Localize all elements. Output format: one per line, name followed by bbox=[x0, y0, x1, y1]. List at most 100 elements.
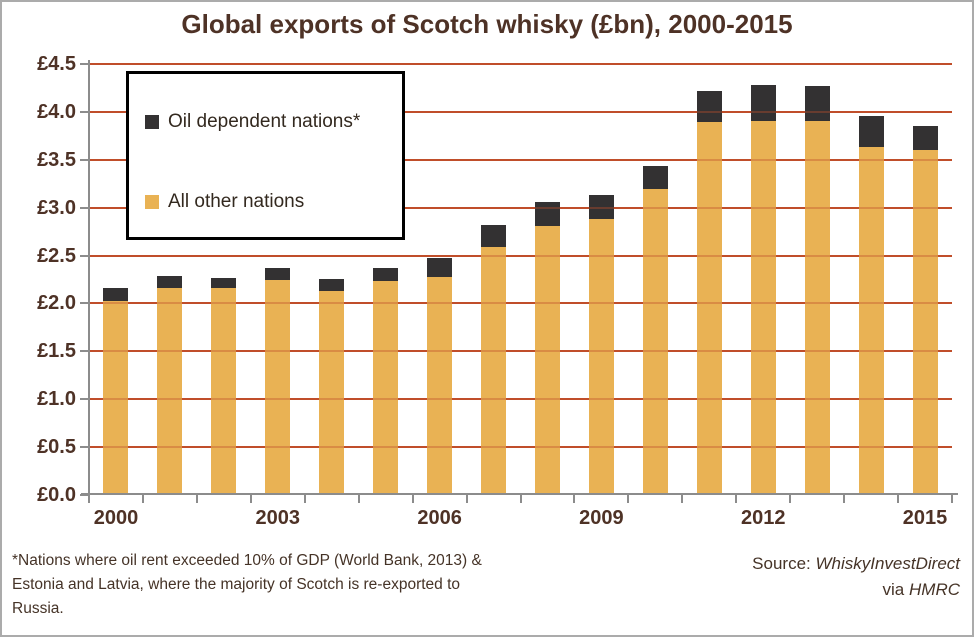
gridline bbox=[89, 206, 952, 209]
bar-2010 bbox=[642, 165, 668, 495]
bar-segment-oil bbox=[750, 85, 776, 122]
x-axis-tick bbox=[789, 495, 792, 503]
x-axis-label: 2012 bbox=[740, 507, 786, 529]
bar-2014 bbox=[858, 115, 884, 495]
y-axis-tick bbox=[80, 398, 88, 401]
legend-item-other: All other nations bbox=[145, 190, 304, 214]
bar-segment-oil bbox=[804, 86, 830, 122]
gridline bbox=[89, 110, 952, 113]
bar-2007 bbox=[481, 224, 507, 495]
legend-swatch-oil bbox=[145, 115, 159, 129]
source-via: via bbox=[882, 580, 909, 599]
y-axis-label: £0.5 bbox=[37, 436, 76, 459]
legend-swatch-other bbox=[145, 195, 159, 209]
bar-slot bbox=[844, 64, 898, 495]
x-axis-line bbox=[81, 493, 958, 495]
y-axis-tick bbox=[80, 494, 88, 496]
x-axis-tick bbox=[411, 495, 414, 503]
bar-slot bbox=[413, 64, 467, 495]
bar-segment-other bbox=[804, 121, 830, 495]
x-axis-tick bbox=[249, 495, 252, 503]
x-axis-tick bbox=[843, 495, 846, 503]
bar-segment-other bbox=[642, 189, 668, 495]
bar-segment-other bbox=[750, 121, 776, 495]
x-axis-tick bbox=[195, 495, 198, 503]
x-axis-tick bbox=[357, 495, 360, 503]
bar-segment-oil bbox=[103, 288, 129, 301]
bar-slot bbox=[574, 64, 628, 495]
x-axis-tick bbox=[951, 495, 953, 503]
bar-segment-other bbox=[534, 225, 560, 495]
footnote-line: *Nations where oil rent exceeded 10% of … bbox=[12, 552, 482, 569]
y-axis-label: £3.0 bbox=[37, 196, 76, 219]
gridline bbox=[89, 350, 952, 353]
bar-2000 bbox=[103, 288, 129, 495]
bar-2009 bbox=[588, 195, 614, 495]
x-axis-label: 2009 bbox=[579, 507, 624, 529]
y-axis-tick bbox=[80, 446, 88, 449]
x-axis-tick bbox=[735, 495, 738, 503]
gridline bbox=[89, 254, 952, 257]
bar-2013 bbox=[804, 86, 830, 495]
y-axis-label: £4.5 bbox=[37, 53, 76, 75]
y-axis-label: £4.0 bbox=[37, 100, 76, 123]
gridline bbox=[89, 158, 952, 161]
x-axis-tick bbox=[681, 495, 684, 503]
legend-label-other: All other nations bbox=[168, 191, 305, 212]
bar-2012 bbox=[750, 85, 776, 495]
gridline bbox=[89, 446, 952, 449]
bar-segment-oil bbox=[588, 195, 614, 220]
source-prefix: Source: bbox=[752, 554, 816, 573]
x-axis-label: 2006 bbox=[417, 507, 462, 529]
bar-slot bbox=[197, 64, 251, 495]
legend-item-oil: Oil dependent nations* bbox=[145, 110, 360, 134]
x-axis-tick bbox=[573, 495, 576, 503]
bar-segment-oil bbox=[481, 224, 507, 247]
gridline bbox=[89, 350, 952, 353]
bar-slot bbox=[736, 64, 790, 495]
bar-segment-other bbox=[211, 288, 237, 495]
bar-2004 bbox=[319, 278, 345, 495]
bar-slot bbox=[359, 64, 413, 495]
bar-slot bbox=[89, 64, 143, 495]
x-axis-tick bbox=[519, 495, 522, 503]
x-axis-tick bbox=[897, 495, 900, 503]
x-axis-label: 2000 bbox=[93, 507, 139, 529]
chart-title: Global exports of Scotch whisky (£bn), 2… bbox=[181, 9, 793, 39]
bar-segment-oil bbox=[157, 275, 183, 289]
source-org: HMRC bbox=[909, 580, 960, 599]
bar-slot bbox=[143, 64, 197, 495]
legend-label-oil: Oil dependent nations* bbox=[168, 111, 361, 132]
bar-segment-other bbox=[481, 246, 507, 495]
bar-2006 bbox=[427, 258, 453, 495]
bar-segment-other bbox=[157, 288, 183, 495]
x-axis-label: 2003 bbox=[255, 507, 301, 529]
bar-segment-other bbox=[696, 122, 722, 495]
bar-segment-other bbox=[265, 280, 291, 495]
x-axis-label: 2015 bbox=[902, 507, 948, 529]
footnote-line: Russia. bbox=[12, 600, 64, 617]
bar-segment-oil bbox=[265, 268, 291, 281]
bar-slot bbox=[898, 64, 952, 495]
x-axis-tick bbox=[303, 495, 306, 503]
gridline bbox=[89, 398, 952, 401]
x-axis-tick bbox=[88, 495, 90, 503]
gridline bbox=[89, 63, 952, 65]
bar-slot bbox=[521, 64, 575, 495]
gridline bbox=[89, 398, 952, 401]
y-axis-tick bbox=[80, 110, 88, 113]
y-axis-tick bbox=[80, 63, 88, 65]
gridline bbox=[89, 254, 952, 257]
bar-2008 bbox=[534, 201, 560, 495]
y-axis-tick bbox=[80, 302, 88, 305]
bar-segment-other bbox=[319, 291, 345, 495]
y-axis-label: £1.0 bbox=[37, 388, 76, 411]
bar-slot bbox=[305, 64, 359, 495]
bar-segment-other bbox=[858, 147, 884, 495]
bar-segment-oil bbox=[534, 201, 560, 226]
gridline bbox=[89, 110, 952, 113]
bar-2005 bbox=[373, 268, 399, 495]
x-axis-tick bbox=[141, 495, 144, 503]
y-axis-label: £2.0 bbox=[37, 292, 76, 315]
source-name: WhiskyInvestDirect bbox=[815, 554, 960, 573]
